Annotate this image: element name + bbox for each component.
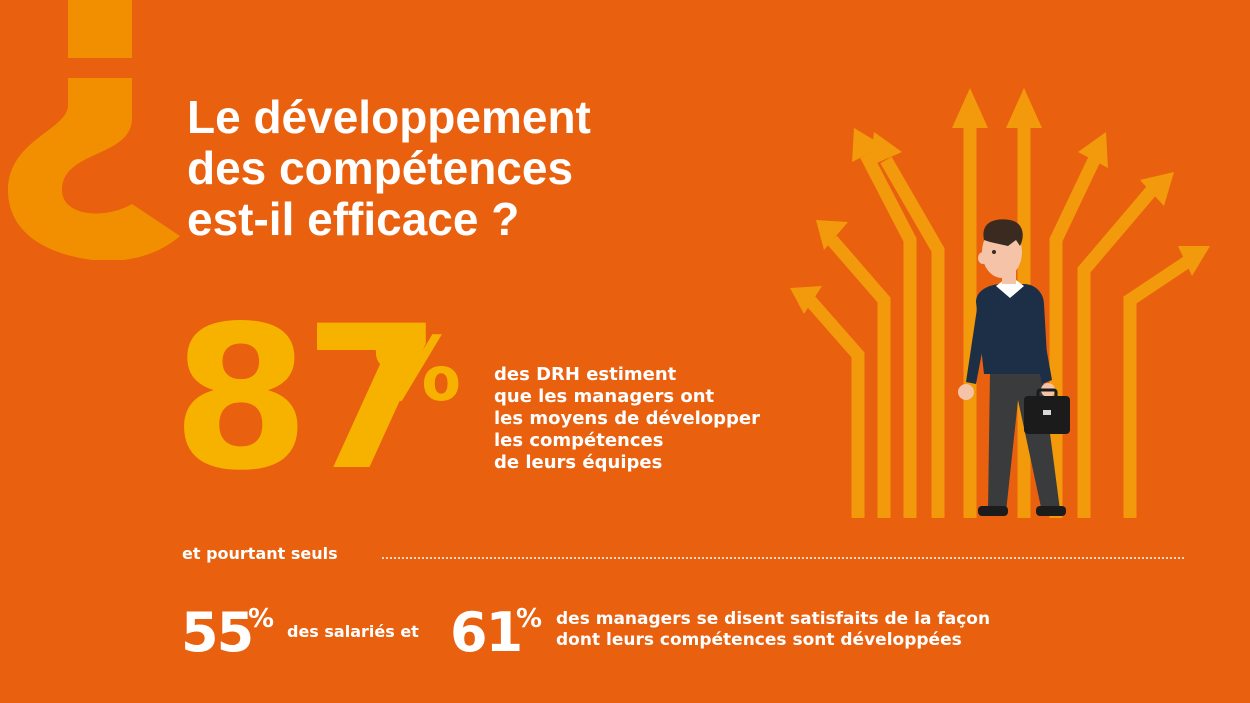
businessman-icon xyxy=(958,219,1070,516)
stat-61-percent: % xyxy=(516,604,543,634)
arrow-heads-group xyxy=(790,88,1210,314)
stat-87-description-line: des DRH estiment xyxy=(494,364,677,385)
inverted-question-mark-icon xyxy=(8,0,180,260)
stat-61-text: des managers se disent satisfaits de la … xyxy=(556,609,1076,651)
stat-87-description-line: les compétences xyxy=(494,430,664,451)
stat-87-description-line: les moyens de développer xyxy=(494,408,761,429)
stat-61-text-line: des managers se disent satisfaits de la … xyxy=(556,609,991,629)
stat-55-value: 55 xyxy=(181,601,254,664)
connector-text: et pourtant seuls xyxy=(182,544,338,563)
stat-61-value: 61 xyxy=(450,601,523,664)
briefcase-icon xyxy=(1024,388,1070,434)
stat-61-text-line: dont leurs compétences sont développées xyxy=(556,630,962,650)
stat-55-percent: % xyxy=(248,604,275,634)
stat-87-description: des DRH estiment que les managers ont le… xyxy=(494,364,794,474)
dotted-divider xyxy=(382,557,1184,559)
title-line-3: est-il efficace ? xyxy=(187,193,520,245)
title-line-2: des compétences xyxy=(187,142,574,194)
businessman-with-arrows-icon xyxy=(790,88,1210,518)
page-title: Le développement des compétences est-il … xyxy=(187,92,747,245)
stat-87-description-line: que les managers ont xyxy=(494,386,715,407)
stat-55-text: des salariés et xyxy=(287,622,419,641)
title-line-1: Le développement xyxy=(187,91,591,143)
stat-87-description-line: de leurs équipes xyxy=(494,452,663,473)
stat-87-value: 87 xyxy=(172,283,442,514)
stat-87-percent: % xyxy=(373,318,462,421)
